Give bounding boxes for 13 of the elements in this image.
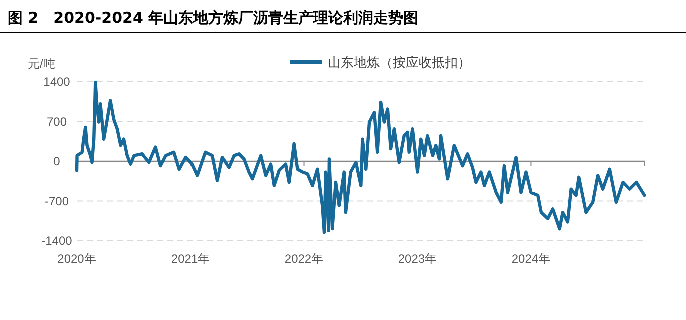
xtick: 2022年 (284, 252, 324, 266)
ylabel: 元/吨 (28, 57, 56, 71)
ytick: -700 (44, 194, 70, 208)
xtick: 2020年 (58, 252, 96, 266)
legend-label: 山东地炼（按应收抵扣） (328, 55, 471, 70)
xtick: 2023年 (398, 252, 438, 266)
ytick: 700 (46, 114, 68, 129)
xtick: 2021年 (171, 252, 210, 266)
title: 图 2 2020-2024 年山东地方炼厂沥青生产理论利润走势图 (8, 9, 419, 27)
ytick: 0 (54, 154, 60, 168)
ytick: -1400 (42, 234, 72, 248)
ytick: 1400 (44, 75, 70, 89)
xtick: 2024年 (512, 252, 551, 266)
